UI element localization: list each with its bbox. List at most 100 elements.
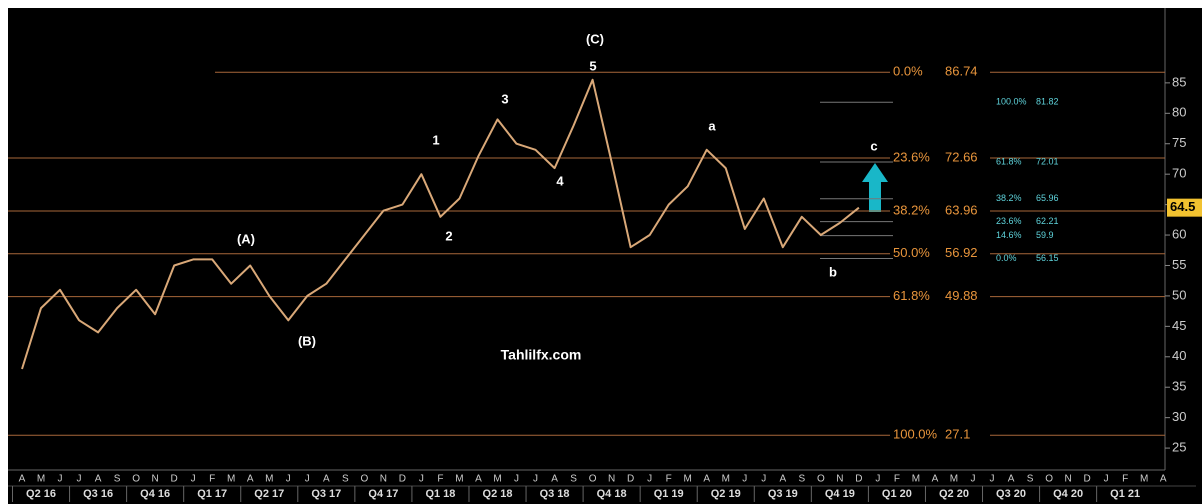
- projection-percent: 14.6%: [996, 230, 1022, 240]
- wave-label: 1: [432, 132, 439, 147]
- wave-label: (A): [237, 231, 255, 246]
- x-tick-label: O: [132, 474, 140, 485]
- y-tick-label: 75: [1172, 135, 1186, 150]
- projection-percent: 100.0%: [996, 97, 1027, 107]
- fib-label-bg: [890, 202, 990, 219]
- x-tick-label: S: [114, 474, 121, 485]
- quarter-label: Q1 20: [882, 488, 912, 500]
- x-tick-label: O: [589, 474, 597, 485]
- quarter-label: Q3 16: [83, 488, 113, 500]
- projection-value: 59.9: [1036, 230, 1054, 240]
- x-tick-label: M: [455, 474, 463, 485]
- projection-value: 81.82: [1036, 97, 1059, 107]
- x-tick-label: N: [608, 474, 615, 485]
- quarter-label: Q4 16: [140, 488, 170, 500]
- x-tick-label: J: [742, 474, 747, 485]
- fib-label-bg: [890, 427, 990, 444]
- x-tick-label: D: [171, 474, 178, 485]
- x-tick-label: A: [95, 474, 102, 485]
- x-tick-label: O: [817, 474, 825, 485]
- wave-label: a: [708, 118, 716, 133]
- x-tick-label: A: [475, 474, 482, 485]
- y-tick-label: 70: [1172, 166, 1186, 181]
- y-tick-label: 25: [1172, 440, 1186, 455]
- x-tick-label: F: [1122, 474, 1128, 485]
- fib-value: 49.88: [945, 288, 978, 303]
- quarter-label: Q1 19: [654, 488, 684, 500]
- fib-percent: 23.6%: [893, 149, 930, 164]
- x-tick-label: A: [19, 474, 26, 485]
- y-tick-label: 30: [1172, 409, 1186, 424]
- quarter-label: Q3 18: [540, 488, 570, 500]
- quarter-label: Q2 18: [483, 488, 513, 500]
- x-tick-label: S: [798, 474, 805, 485]
- x-tick-label: M: [37, 474, 45, 485]
- wave-label: 4: [556, 173, 564, 188]
- x-tick-label: S: [1027, 474, 1034, 485]
- fib-percent: 0.0%: [893, 64, 923, 79]
- projection-value: 72.01: [1036, 156, 1059, 166]
- x-tick-label: N: [836, 474, 843, 485]
- x-tick-label: M: [684, 474, 692, 485]
- x-tick-label: A: [247, 474, 254, 485]
- x-tick-label: N: [1064, 474, 1071, 485]
- fib-value: 27.1: [945, 427, 970, 442]
- x-tick-label: A: [323, 474, 330, 485]
- y-tick-label: 50: [1172, 287, 1186, 302]
- quarter-label: Q1 21: [1110, 488, 1140, 500]
- wave-label: b: [829, 264, 837, 279]
- y-tick-label: 40: [1172, 348, 1186, 363]
- x-tick-label: M: [227, 474, 235, 485]
- x-tick-label: D: [1084, 474, 1091, 485]
- projection-value: 56.15: [1036, 253, 1059, 263]
- x-tick-label: A: [1008, 474, 1015, 485]
- quarter-label: Q1 17: [197, 488, 227, 500]
- fib-label-bg: [890, 149, 990, 166]
- projection-percent: 61.8%: [996, 156, 1022, 166]
- wave-label: 3: [501, 91, 508, 106]
- projection-value: 65.96: [1036, 193, 1059, 203]
- quarter-label: Q2 16: [26, 488, 56, 500]
- quarter-label: Q3 20: [996, 488, 1026, 500]
- price-tag: [1167, 198, 1202, 217]
- watermark: Tahlilfx.com: [501, 347, 582, 363]
- x-tick-label: J: [971, 474, 976, 485]
- x-tick-label: M: [950, 474, 958, 485]
- x-tick-label: J: [990, 474, 995, 485]
- fib-value: 63.96: [945, 202, 978, 217]
- x-tick-label: J: [191, 474, 196, 485]
- y-tick-label: 80: [1172, 105, 1186, 120]
- x-tick-label: M: [265, 474, 273, 485]
- quarter-label: Q2 19: [711, 488, 741, 500]
- x-tick-label: A: [932, 474, 939, 485]
- fib-percent: 61.8%: [893, 288, 930, 303]
- x-tick-label: J: [77, 474, 82, 485]
- x-tick-label: M: [493, 474, 501, 485]
- y-tick-label: 60: [1172, 226, 1186, 241]
- fib-percent: 38.2%: [893, 202, 930, 217]
- x-tick-label: J: [647, 474, 652, 485]
- fib-value: 86.74: [945, 64, 978, 79]
- fib-percent: 50.0%: [893, 245, 930, 260]
- wave-label: (B): [298, 333, 316, 348]
- y-tick-label: 55: [1172, 257, 1186, 272]
- projection-value: 62.21: [1036, 216, 1059, 226]
- projection-percent: 38.2%: [996, 193, 1022, 203]
- quarter-label: Q3 17: [311, 488, 341, 500]
- x-tick-label: A: [779, 474, 786, 485]
- quarter-label: Q2 20: [939, 488, 969, 500]
- quarter-label: Q3 19: [768, 488, 798, 500]
- x-tick-label: D: [855, 474, 862, 485]
- quarter-label: Q4 19: [825, 488, 855, 500]
- y-tick-label: 85: [1172, 74, 1186, 89]
- wave-label: c: [870, 138, 877, 153]
- quarter-label: Q2 17: [254, 488, 284, 500]
- wave-label: 5: [589, 58, 596, 73]
- x-tick-label: J: [514, 474, 519, 485]
- x-tick-label: M: [1140, 474, 1148, 485]
- chart-background: [8, 8, 1202, 504]
- fib-label-bg: [890, 245, 990, 262]
- x-tick-label: F: [666, 474, 672, 485]
